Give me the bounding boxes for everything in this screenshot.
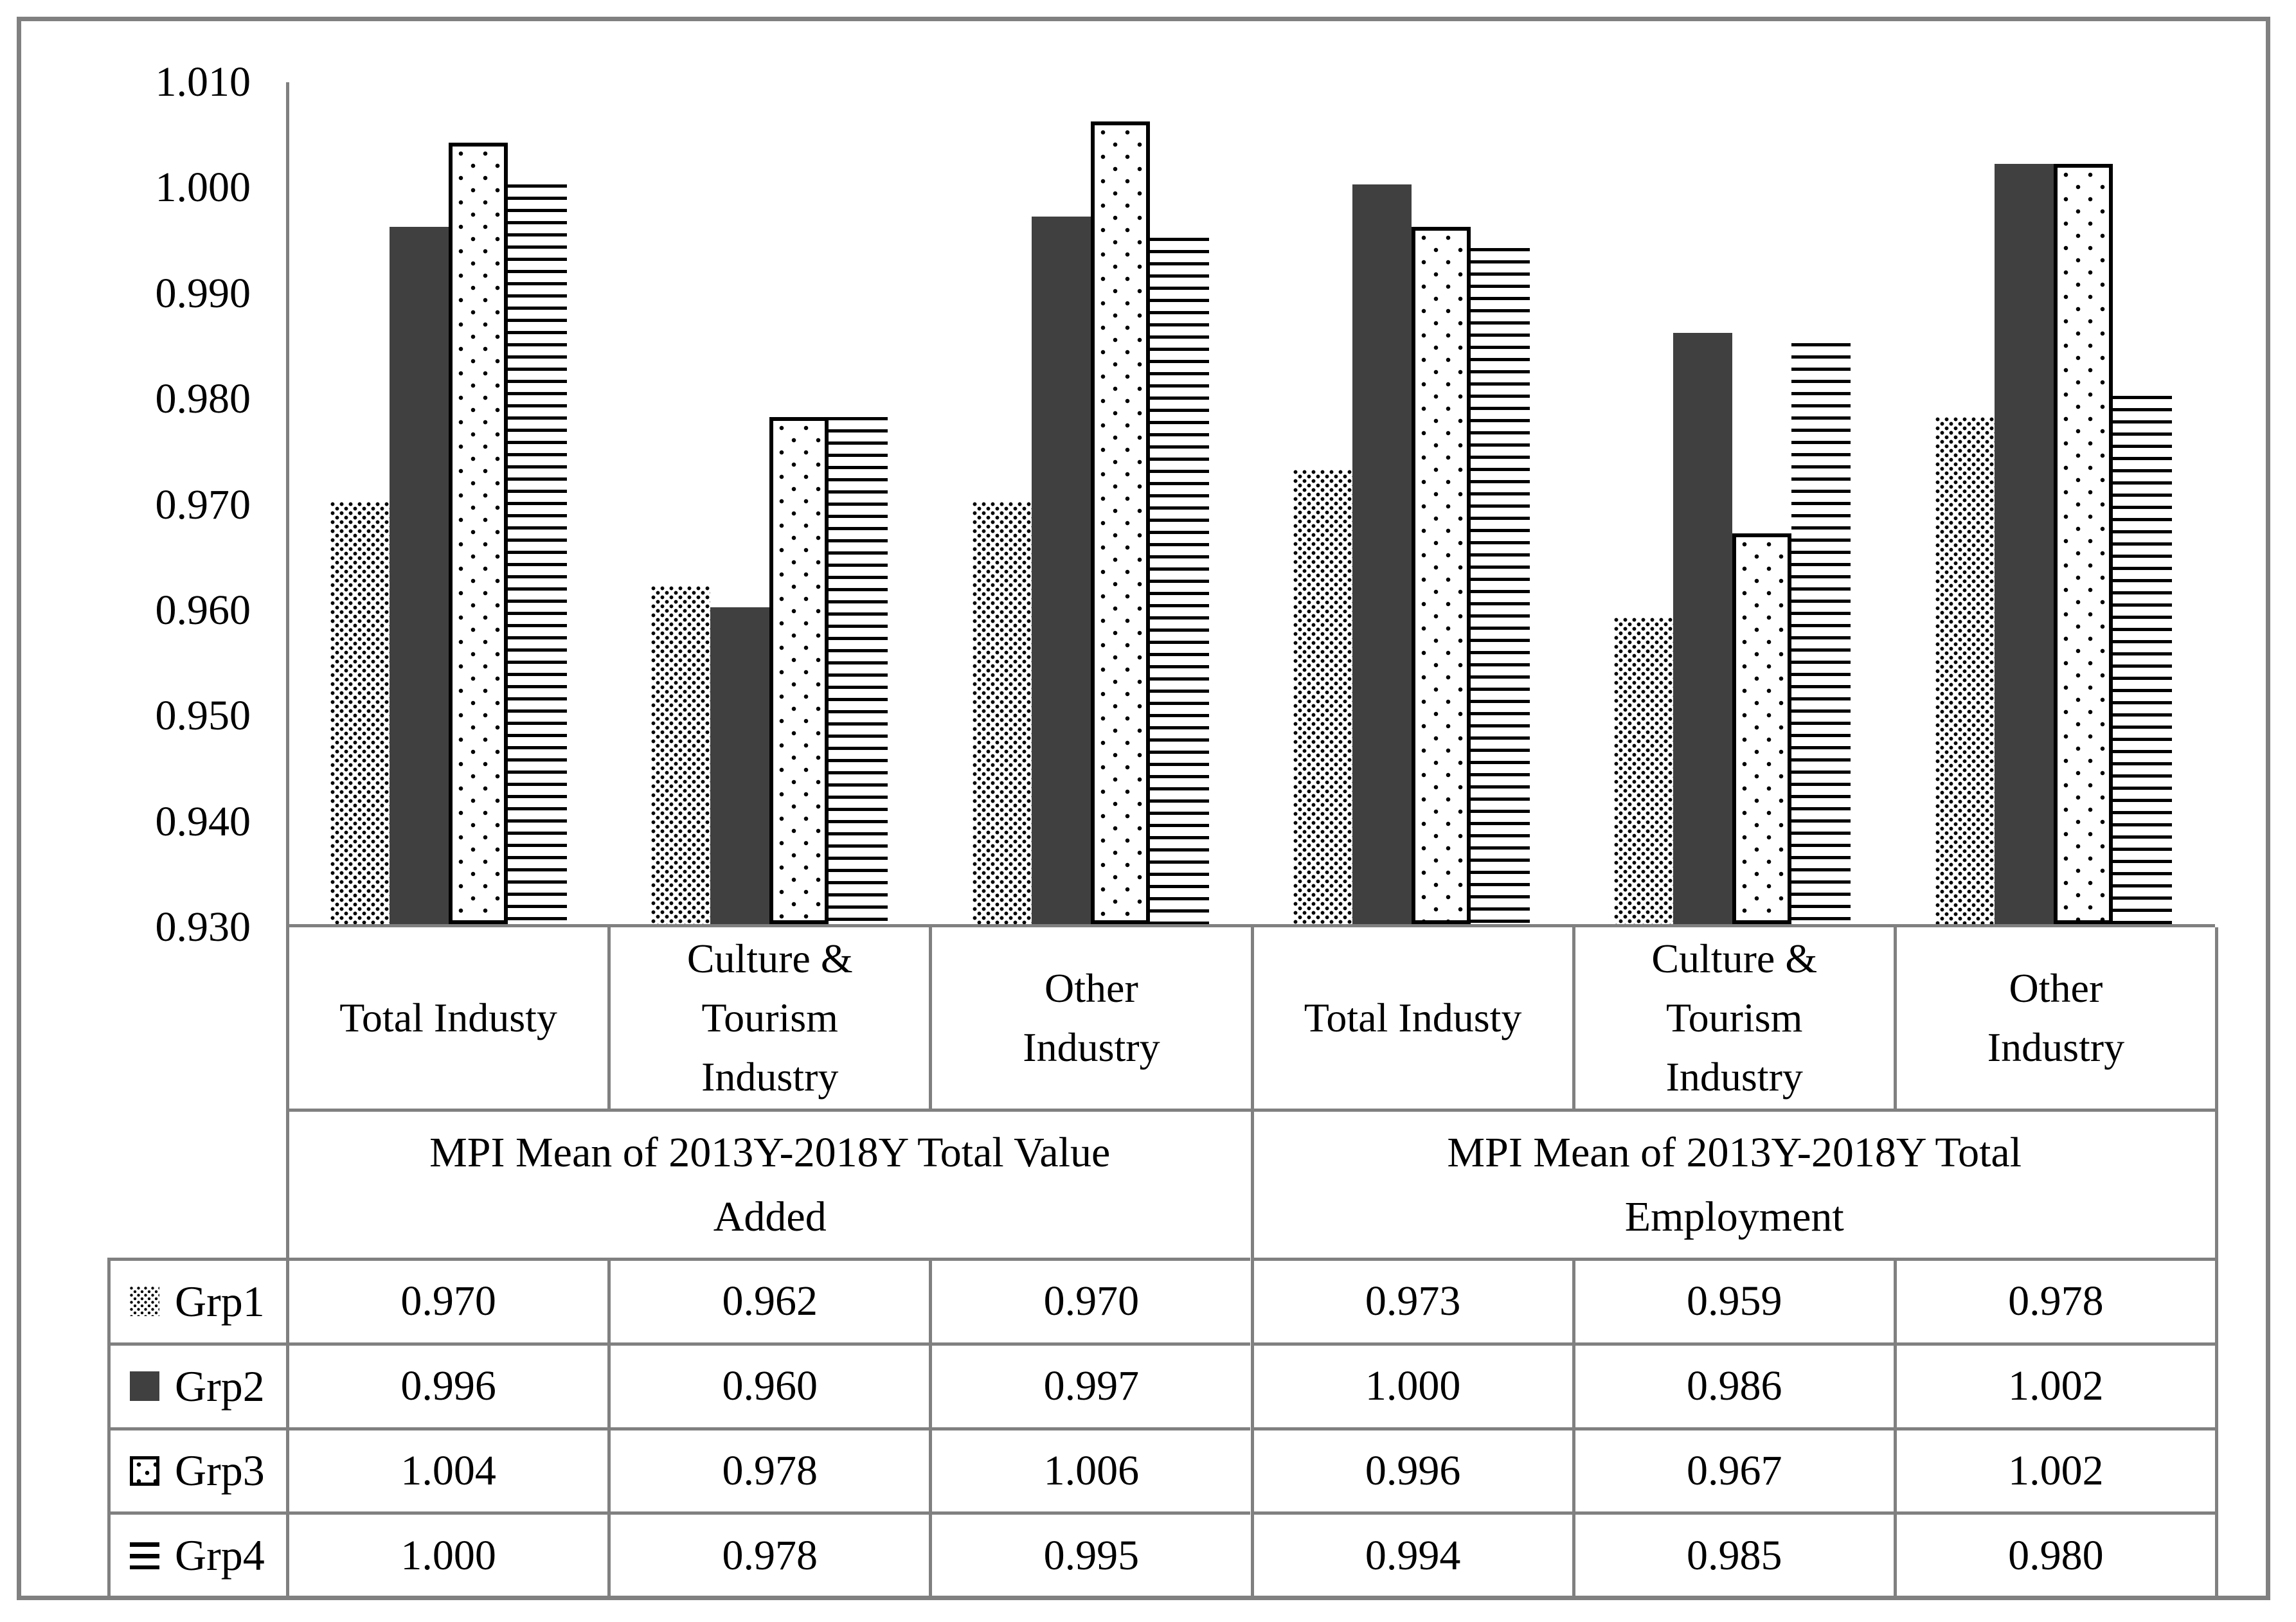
bar-grp2-cat4: [1352, 184, 1412, 924]
category-cell: Total Industy: [286, 927, 607, 1109]
bar-grp3-cat5: [1732, 533, 1791, 924]
value-cell: 0.970: [929, 1258, 1251, 1342]
value-cell: 1.002: [1893, 1342, 2215, 1427]
legend-key-hlines-icon: [130, 1542, 159, 1569]
table-right-border: [2215, 927, 2218, 1600]
bar-grp4-cat2: [829, 417, 888, 924]
value-cell: 0.967: [1572, 1427, 1894, 1512]
value-cell: 1.000: [286, 1511, 608, 1596]
bar-grp1-cat3: [973, 502, 1032, 924]
bar-grp3-cat1: [449, 143, 508, 924]
legend-label: Grp1: [175, 1276, 265, 1326]
value-cell: 1.006: [929, 1427, 1251, 1512]
bar-grp1-cat2: [651, 586, 710, 924]
group-header-cell: MPI Mean of 2013Y-2018Y Total Employment: [1250, 1109, 2215, 1258]
legend-key-stipple-icon: [130, 1287, 159, 1317]
legend-key-solid-icon: [130, 1371, 159, 1402]
bar-grp3-cat2: [769, 417, 829, 924]
bar-grp3-cat4: [1412, 227, 1471, 924]
bar-grp4-cat5: [1791, 343, 1851, 924]
category-cell: Total Industy: [1250, 927, 1572, 1109]
bar-grp1-cat5: [1614, 618, 1673, 924]
legend-key-dots-icon: [130, 1456, 159, 1486]
bar-grp3-cat3: [1091, 121, 1150, 924]
bar-grp3-cat6: [2054, 164, 2113, 924]
value-cell: 0.996: [286, 1342, 608, 1427]
category-cell: Other Industry: [929, 927, 1250, 1109]
plot-area: [286, 82, 2215, 927]
bar-grp2-cat2: [710, 607, 769, 924]
group-header-cell: MPI Mean of 2013Y-2018Y Total Value Adde…: [286, 1109, 1251, 1258]
y-tick-label: 1.010: [155, 58, 251, 105]
category-cell: Other Industry: [1893, 927, 2215, 1109]
y-tick-label: 0.950: [155, 692, 251, 740]
value-cell: 0.995: [929, 1511, 1251, 1596]
value-cell: 0.997: [929, 1342, 1251, 1427]
bar-grp4-cat6: [2113, 396, 2172, 924]
legend-label: Grp2: [175, 1361, 265, 1411]
value-cell: 1.000: [1250, 1342, 1572, 1427]
legend-cell-grp2: Grp2: [107, 1342, 286, 1427]
bar-grp1-cat6: [1935, 417, 1995, 924]
bar-grp4-cat4: [1471, 248, 1530, 924]
value-cell: 1.004: [286, 1427, 608, 1512]
legend-cell-grp4: Grp4: [107, 1511, 286, 1596]
y-axis-tick-labels: 1.010 1.000 0.990 0.980 0.970 0.960 0.950 0.940…: [51, 0, 251, 1028]
category-cell: Culture & Tourism Industry: [1572, 927, 1894, 1109]
legend-label: Grp3: [175, 1446, 265, 1495]
value-cell: 0.978: [607, 1511, 929, 1596]
value-cell: 0.960: [607, 1342, 929, 1427]
y-tick-label: 0.970: [155, 481, 251, 528]
value-cell: 0.959: [1572, 1258, 1894, 1342]
y-tick-label: 0.990: [155, 269, 251, 317]
bar-grp4-cat1: [508, 184, 567, 924]
y-tick-label: 0.930: [155, 904, 251, 950]
category-cell: Culture & Tourism Industry: [607, 927, 929, 1109]
value-cell: 0.978: [607, 1427, 929, 1512]
value-cell: 0.962: [607, 1258, 929, 1342]
bar-grp2-cat3: [1032, 217, 1091, 924]
value-cell: 0.973: [1250, 1258, 1572, 1342]
value-cell: 0.980: [1893, 1511, 2215, 1596]
value-cell: 0.985: [1572, 1511, 1894, 1596]
bar-grp4-cat3: [1150, 238, 1209, 924]
y-tick-label: 1.000: [155, 164, 251, 211]
table-bottom-border: [107, 1596, 2218, 1600]
bar-grp2-cat5: [1673, 333, 1732, 924]
value-cell: 0.994: [1250, 1511, 1572, 1596]
value-cell: 0.970: [286, 1258, 608, 1342]
value-cell: 1.002: [1893, 1427, 2215, 1512]
y-tick-label: 0.960: [155, 586, 251, 634]
value-cell: 0.996: [1250, 1427, 1572, 1512]
bar-grp2-cat1: [390, 227, 449, 924]
bar-grp1-cat4: [1293, 470, 1352, 924]
bar-grp1-cat1: [330, 502, 390, 924]
bar-grp2-cat6: [1995, 164, 2054, 924]
legend-label: Grp4: [175, 1531, 265, 1580]
legend-cell-grp1: Grp1: [107, 1258, 286, 1342]
value-cell: 0.986: [1572, 1342, 1894, 1427]
legend-cell-grp3: Grp3: [107, 1427, 286, 1512]
y-tick-label: 0.980: [155, 375, 251, 423]
y-tick-label: 0.940: [155, 798, 251, 845]
value-cell: 0.978: [1893, 1258, 2215, 1342]
